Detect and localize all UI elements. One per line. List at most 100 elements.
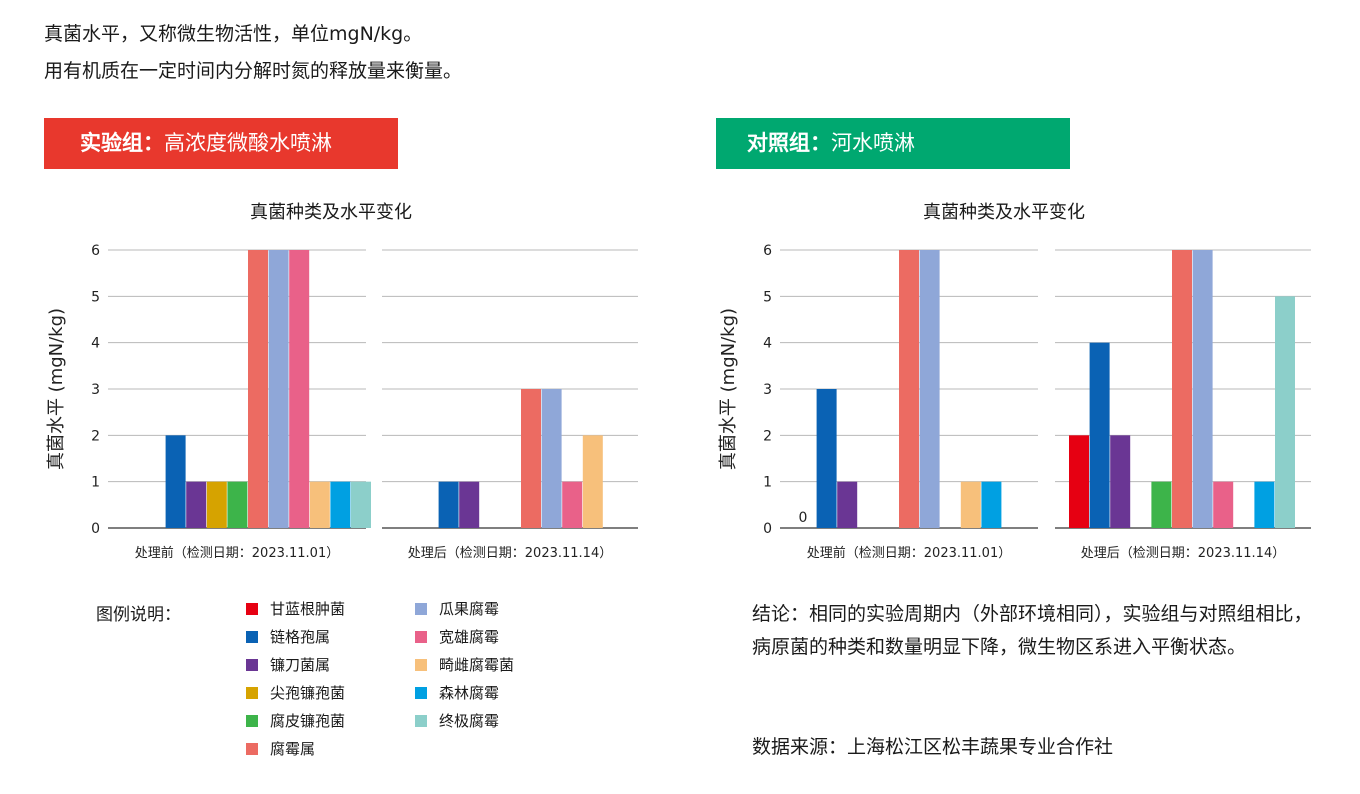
legend-item: 森林腐霉: [415, 683, 499, 703]
y-tick-label: 1: [763, 475, 772, 491]
x-category-label: 处理前（检测日期：2023.11.01）: [135, 545, 339, 561]
bar: [1213, 481, 1234, 528]
legend-swatch: [246, 742, 258, 755]
legend-label: 畸雌腐霉菌: [439, 656, 515, 674]
bar: [227, 481, 248, 528]
conclusion-text: 结论：相同的实验周期内（外部环境相同），实验组与对照组相比，病原菌的种类和数量明…: [752, 603, 1313, 658]
bar: [899, 250, 919, 528]
bar: [186, 481, 207, 528]
legend-swatch: [246, 630, 258, 643]
banner-label-text: 河水喷淋: [831, 131, 915, 155]
legend-label: 终极腐霉: [439, 712, 500, 730]
legend-item: 链格孢属: [246, 627, 330, 647]
legend-label: 腐皮镰孢菌: [270, 712, 346, 730]
legend-item: 瓜果腐霉: [415, 599, 499, 619]
legend-swatch: [415, 602, 427, 615]
bar: [960, 481, 981, 528]
y-axis-label: 真菌水平 (mgN/kg): [46, 308, 67, 470]
x-category-label: 处理前（检测日期：2023.11.01）: [807, 545, 1011, 561]
y-tick-label: 2: [91, 428, 100, 444]
chart-title-control: 真菌种类及水平变化: [923, 202, 1085, 223]
banner-label-bold: 实验组：: [80, 131, 164, 155]
legend-label: 瓜果腐霉: [439, 600, 500, 618]
banner-label-bold: 对照组：: [747, 131, 831, 155]
bar: [438, 481, 459, 528]
y-tick-label: 0: [763, 521, 772, 537]
intro-line-1: 真菌水平，又称微生物活性，单位mgN/kg。: [44, 23, 423, 45]
legend-item: 畸雌腐霉菌: [415, 655, 514, 675]
bar: [919, 250, 940, 528]
banner-label-text: 高浓度微酸水喷淋: [164, 131, 332, 155]
legend-swatch: [415, 714, 427, 727]
bar: [1151, 481, 1172, 528]
legend-swatch: [246, 658, 258, 671]
y-tick-label: 4: [763, 336, 772, 352]
chart-title-experiment: 真菌种类及水平变化: [250, 202, 412, 223]
control-group-banner: 对照组：河水喷淋: [716, 118, 1070, 169]
legend-swatch: [415, 630, 427, 643]
legend-title: 图例说明：: [96, 605, 181, 625]
legend-item: 腐皮镰孢菌: [246, 711, 345, 731]
bar: [816, 389, 837, 528]
bar: [165, 435, 186, 528]
bar: [309, 481, 330, 528]
legend-swatch: [246, 714, 258, 727]
bar: [351, 481, 371, 528]
bar: [206, 481, 227, 528]
legend-label: 宽雄腐霉: [439, 628, 500, 646]
y-tick-label: 5: [763, 289, 772, 305]
bar: [541, 389, 562, 528]
legend-item: 尖孢镰孢菌: [246, 683, 345, 703]
bar: [837, 481, 858, 528]
y-axis-label: 真菌水平 (mgN/kg): [718, 308, 739, 470]
x-category-label: 处理后（检测日期：2023.11.14）: [408, 546, 612, 561]
legend-item: 甘蓝根肿菌: [246, 599, 345, 619]
legend-item: 镰刀菌属: [246, 655, 330, 675]
bar: [459, 481, 480, 528]
legend-item: 终极腐霉: [415, 711, 499, 731]
bar: [1110, 435, 1131, 528]
legend-swatch: [246, 686, 258, 699]
y-tick-label: 5: [91, 289, 100, 305]
legend-item: 宽雄腐霉: [415, 627, 499, 647]
legend-label: 森林腐霉: [439, 684, 500, 702]
y-tick-label: 0: [91, 521, 100, 537]
experiment-bar-chart: 0 1 2 3 4 5 6 真菌水平 (mgN/kg) 处理前（检测日期：2023.11.01）…: [46, 243, 638, 561]
y-tick-label: 4: [91, 336, 100, 352]
y-tick-label: 6: [91, 243, 100, 259]
legend-swatch: [246, 602, 258, 615]
bar: [1172, 250, 1192, 528]
x-category-label: 处理后（检测日期：2023.11.14）: [1081, 546, 1285, 561]
bar: [1069, 435, 1089, 528]
y-tick-label: 6: [763, 243, 772, 259]
legend-swatch: [415, 686, 427, 699]
zero-annotation: 0: [799, 510, 808, 526]
bar: [330, 481, 351, 528]
bar: [981, 481, 1002, 528]
legend-label: 甘蓝根肿菌: [270, 600, 346, 618]
y-tick-label: 3: [763, 382, 772, 398]
bar: [268, 250, 289, 528]
bar: [1275, 296, 1295, 528]
legend-swatch: [415, 658, 427, 671]
y-tick-label: 3: [91, 382, 100, 398]
bar: [1192, 250, 1213, 528]
control-bar-chart: 0 1 2 3 4 5 6 真菌水平 (mgN/kg) 处理前（检测日期：2023.11.01）…: [718, 243, 1311, 561]
y-tick-label: 1: [91, 475, 100, 491]
data-source-text: 数据来源：上海松江区松丰蔬果专业合作社: [752, 736, 1114, 758]
legend-label: 链格孢属: [270, 628, 331, 646]
y-tick-label: 2: [763, 428, 772, 444]
bar: [562, 481, 583, 528]
bar: [1089, 342, 1110, 528]
bar: [289, 250, 310, 528]
bar: [248, 250, 268, 528]
legend-item: 腐霉属: [246, 739, 315, 759]
bar: [582, 435, 603, 528]
bar: [521, 389, 541, 528]
legend-label: 镰刀菌属: [270, 656, 331, 674]
bar: [1254, 481, 1275, 528]
legend-label: 腐霉属: [270, 740, 316, 758]
legend-label: 尖孢镰孢菌: [270, 684, 346, 702]
experiment-group-banner: 实验组：高浓度微酸水喷淋: [44, 118, 398, 169]
intro-line-2: 用有机质在一定时间内分解时氮的释放量来衡量。: [44, 60, 463, 82]
